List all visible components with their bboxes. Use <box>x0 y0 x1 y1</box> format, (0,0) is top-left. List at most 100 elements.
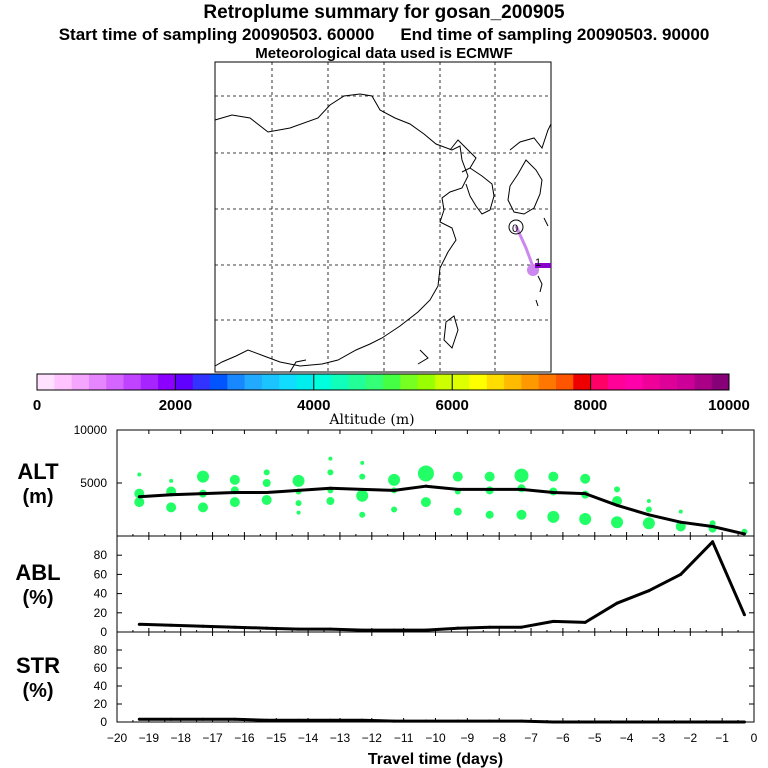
colorbar-tick-label: 10000 <box>708 397 750 414</box>
release-marker <box>535 263 551 268</box>
altitude-cluster-point <box>229 474 240 485</box>
colorbar-swatch <box>469 374 488 390</box>
y-tick-label: 20 <box>94 606 108 620</box>
altitude-cluster-point <box>134 497 145 508</box>
panel-yunit: (m) <box>22 486 53 508</box>
series-point <box>137 717 141 721</box>
altitude-cluster-point <box>452 471 463 482</box>
altitude-cluster-point <box>614 486 621 493</box>
y-tick-label: 60 <box>94 567 108 581</box>
altitude-cluster-point <box>292 474 305 487</box>
altitude-cluster-point <box>295 500 302 507</box>
series-point <box>392 719 396 723</box>
panel-ylabel: ABL <box>15 560 60 585</box>
series-point <box>137 622 141 626</box>
x-tick-label: −14 <box>298 731 319 745</box>
series-point <box>647 589 651 593</box>
series-point <box>711 524 715 528</box>
series-point <box>328 486 332 490</box>
altitude-cluster-point <box>137 472 142 477</box>
series-point <box>711 720 715 724</box>
series-point <box>679 572 683 576</box>
altitude-cluster-point <box>262 479 271 487</box>
x-tick-label: −20 <box>107 731 128 745</box>
x-tick-label: −5 <box>588 731 602 745</box>
colorbar-swatch <box>711 374 730 390</box>
colorbar-swatch <box>348 374 367 390</box>
series-point <box>615 601 619 605</box>
y-tick-label: 0 <box>100 715 107 729</box>
panel-frame <box>116 429 755 537</box>
altitude-cluster-point <box>485 510 494 519</box>
altitude-cluster-point <box>642 517 655 530</box>
series-point <box>297 718 301 722</box>
series-point <box>583 620 587 624</box>
point-label-0: 0 <box>512 223 518 235</box>
series-point <box>679 520 683 524</box>
altitude-cluster-point <box>388 473 401 486</box>
series-point <box>328 627 332 631</box>
chart-title: Retroplume summary for gosan_200905 <box>203 2 565 23</box>
point-label-1: 1 <box>535 257 541 269</box>
y-tick-label: 0 <box>100 625 107 639</box>
colorbar-swatch <box>261 374 280 390</box>
x-tick-label: −9 <box>461 731 475 745</box>
altitude-cluster-point <box>197 502 208 513</box>
colorbar-tick-label: 2000 <box>159 397 192 414</box>
x-axis-label: Travel time (days) <box>368 751 503 768</box>
altitude-cluster-point <box>453 507 462 516</box>
colorbar-swatch <box>677 374 695 390</box>
x-tick-label: −7 <box>524 731 538 745</box>
series-line <box>139 540 746 632</box>
series-point <box>233 625 237 629</box>
panel-alt: 5000 10000 ALT(m) <box>17 423 755 537</box>
series-point <box>137 495 141 499</box>
series-line <box>139 484 745 536</box>
altitude-cluster-point <box>261 494 272 505</box>
map-coastlines <box>214 93 552 373</box>
colorbar-swatch <box>659 374 678 390</box>
series-point <box>647 513 651 517</box>
met-data-label: Meteorological data used is ECMWF <box>255 45 513 62</box>
altitude-cluster-point <box>678 509 683 514</box>
series-point <box>488 625 492 629</box>
altitude-cluster-point <box>548 471 559 482</box>
series-line <box>139 717 745 724</box>
series-point <box>456 719 460 723</box>
colorbar-swatch <box>279 374 297 390</box>
series-point <box>456 626 460 630</box>
colorbar-swatch <box>175 374 194 390</box>
y-tick-label: 40 <box>94 587 108 601</box>
colorbar-swatch <box>158 374 176 390</box>
series-point <box>265 491 269 495</box>
colorbar-swatch <box>504 374 522 390</box>
altitude-cluster-point <box>356 489 369 502</box>
x-tick-label: −1 <box>715 731 729 745</box>
series-point <box>679 720 683 724</box>
series-point <box>711 540 715 544</box>
colorbar-swatch <box>140 374 159 390</box>
altitude-cluster-point <box>611 516 624 529</box>
series-point <box>424 628 428 632</box>
altitude-cluster-point <box>296 510 301 515</box>
panel-frame <box>116 535 755 633</box>
x-tick-label: −6 <box>556 731 570 745</box>
x-tick-label: −18 <box>171 731 192 745</box>
altitude-cluster-point <box>328 456 333 461</box>
colorbar-tick-label: 4000 <box>297 397 330 414</box>
colorbar-swatch <box>192 374 211 390</box>
series-point <box>488 487 492 491</box>
origin-circle <box>508 219 524 235</box>
x-tick-label: −4 <box>620 731 634 745</box>
series-point <box>265 626 269 630</box>
x-tick-label: −16 <box>234 731 255 745</box>
panel-ylabel: STR <box>16 653 60 678</box>
series-point <box>519 719 523 723</box>
series-point <box>169 623 173 627</box>
colorbar-swatch <box>486 374 505 390</box>
trajectory-map: 0 1 <box>214 61 552 373</box>
series-point <box>201 717 205 721</box>
colorbar-swatch <box>123 374 142 390</box>
colorbar-swatch <box>538 374 557 390</box>
